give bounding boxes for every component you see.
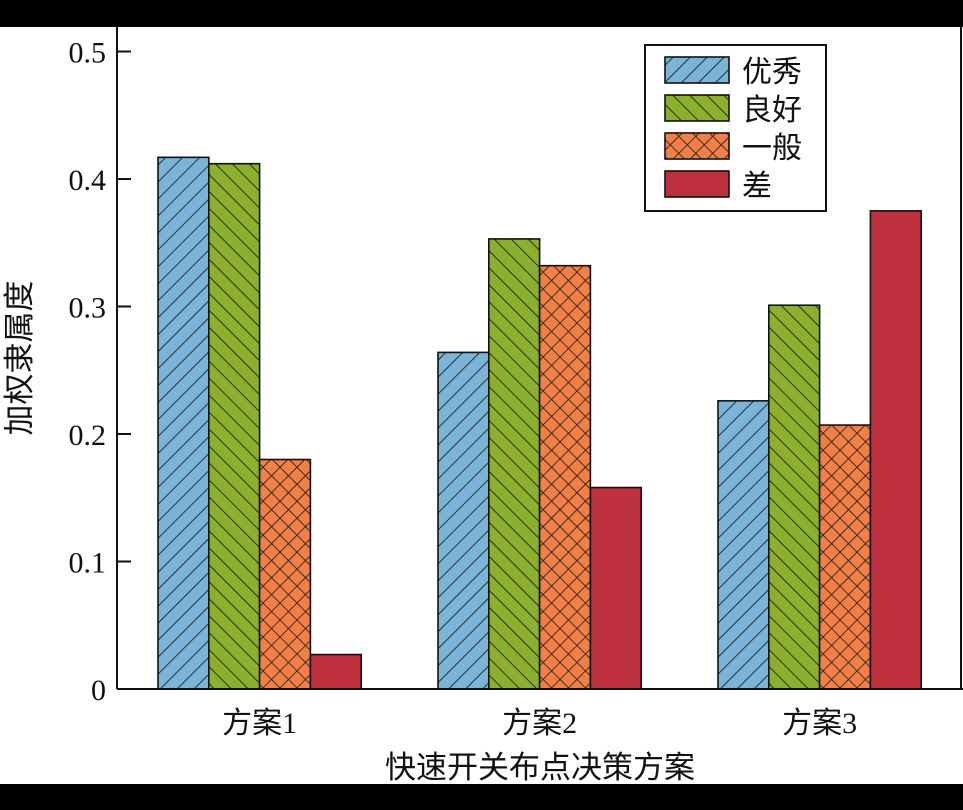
y-tick-label: 0.1 (69, 547, 107, 580)
y-tick-label: 0.3 (69, 292, 107, 325)
bar-3-1 (717, 400, 770, 690)
legend-label: 优秀 (742, 56, 802, 89)
bar-3-3 (818, 424, 872, 690)
y-tick-label: 0.4 (69, 164, 107, 197)
bar-2-3 (538, 264, 592, 690)
chart-canvas: 0 0.1 0.2 0.3 0.4 0.5 方案1 方案2 方案3 快速开关布点决策方案 加权… (0, 27, 963, 784)
bar-2-4 (589, 486, 643, 690)
bar-2-2 (487, 238, 541, 690)
bar-3-4 (869, 210, 923, 690)
legend-label: 一般 (742, 132, 802, 165)
bar-1-4 (309, 653, 362, 690)
legend-swatch (664, 170, 730, 198)
y-tick-label: 0 (91, 674, 106, 707)
x-category-labels: 方案1 方案2 方案3 (222, 707, 857, 740)
legend-swatch (664, 132, 730, 160)
y-tick-label: 0.2 (69, 419, 107, 452)
y-ticks: 0 0.1 0.2 0.3 0.4 0.5 (69, 37, 131, 707)
x-category-label: 方案1 (222, 707, 297, 740)
x-category-label: 方案3 (782, 707, 857, 740)
y-tick-label: 0.5 (69, 37, 107, 70)
legend-label: 差 (742, 170, 772, 203)
legend-swatch (664, 94, 730, 122)
bar-1-3 (258, 458, 312, 690)
bar-1-2 (208, 162, 261, 690)
bar-2-1 (437, 351, 490, 690)
bar-3-2 (767, 304, 821, 690)
bar-1-1 (157, 156, 210, 690)
bar-chart: 0 0.1 0.2 0.3 0.4 0.5 方案1 方案2 方案3 快速开关布点决策方案 加权… (2, 27, 963, 784)
x-axis-title: 快速开关布点决策方案 (385, 750, 695, 784)
x-category-label: 方案2 (502, 707, 577, 740)
bars-group (157, 156, 923, 690)
y-axis-title: 加权隶属度 (2, 281, 37, 436)
legend-label: 良好 (742, 94, 802, 127)
legend-swatch (664, 56, 730, 84)
